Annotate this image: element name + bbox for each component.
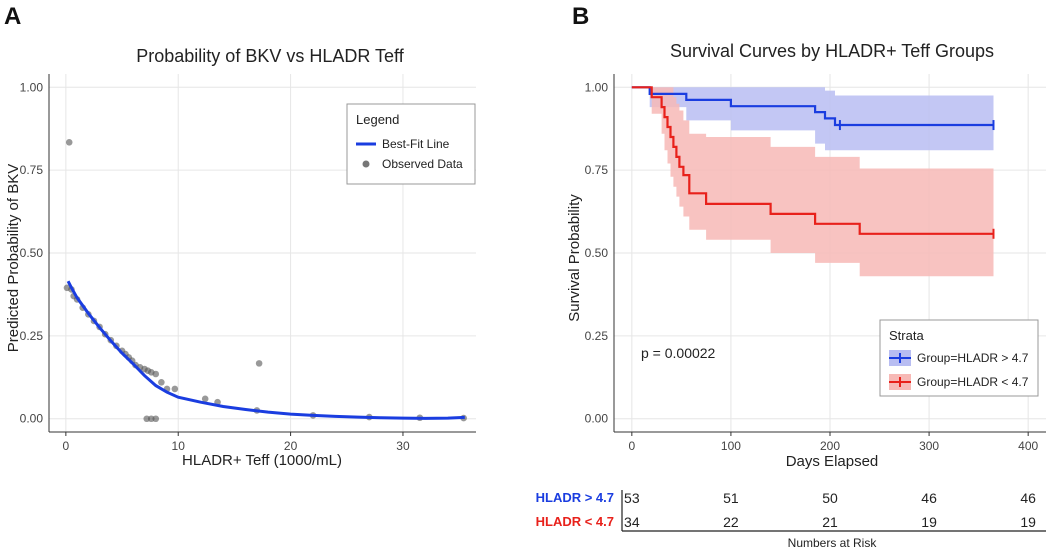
panel-b-y-tick-label: 0.50 <box>585 246 609 260</box>
risk-cell: 51 <box>723 490 739 506</box>
legend-observed-label: Observed Data <box>382 157 463 171</box>
risk-cell: 34 <box>624 514 640 530</box>
risk-cell: 19 <box>921 514 937 530</box>
risk-row-low-label: HLADR < 4.7 <box>536 514 614 529</box>
observed-point <box>65 138 73 146</box>
risk-cell: 46 <box>1020 490 1036 506</box>
risk-row-high-label: HLADR > 4.7 <box>536 490 614 505</box>
panel-a-x-tick-label: 0 <box>63 439 70 453</box>
panel-b-x-tick-label: 100 <box>721 439 741 453</box>
panel-a-y-tick-label: 1.00 <box>20 80 44 94</box>
risk-cell: 53 <box>624 490 640 506</box>
legend-best-fit-label: Best-Fit Line <box>382 137 450 151</box>
legend-low-group-label: Group=HLADR < 4.7 <box>917 375 1029 389</box>
legend-high-group-label: Group=HLADR > 4.7 <box>917 351 1029 365</box>
panel-b-y-label: Survival Probability <box>566 194 583 322</box>
risk-cell: 22 <box>723 514 739 530</box>
observed-point <box>201 395 209 403</box>
observed-point <box>255 360 263 367</box>
panel-b-x-tick-label: 400 <box>1018 439 1038 453</box>
confidence-band-series-0 <box>631 87 994 151</box>
panel-b-chart: Survival Curves by HLADR+ Teff Groups 0.… <box>536 41 1046 550</box>
panel-a-y-tick-label: 0.25 <box>20 329 44 343</box>
panel-a-chart: Probability of BKV vs HLADR Teff 0.00 0.2… <box>5 46 476 469</box>
panel-b-x-tick-label: 200 <box>820 439 840 453</box>
numbers-at-risk-table: HLADR > 4.7 HLADR < 4.7 53 51 50 46 46 34 22 21… <box>536 490 1046 550</box>
panel-letter-b: B <box>572 3 589 30</box>
panel-a-gridlines <box>49 74 476 432</box>
risk-cell: 21 <box>822 514 838 530</box>
observed-point <box>158 378 165 386</box>
panel-b-x-tick-label: 300 <box>919 439 939 453</box>
risk-cell: 46 <box>921 490 937 506</box>
panel-b-y-tick-label: 0.25 <box>585 329 609 343</box>
panel-a-x-tick-label: 10 <box>172 439 186 453</box>
observed-point <box>152 415 160 423</box>
panel-a-ticks: 0.00 0.25 0.50 0.75 1.00 0 10 20 30 <box>20 80 410 453</box>
panel-b-legend-title: Strata <box>889 328 924 343</box>
panel-b-title: Survival Curves by HLADR+ Teff Groups <box>670 41 994 61</box>
panel-letter-a: A <box>4 3 21 30</box>
survival-curve-series-0 <box>631 86 994 127</box>
legend-point-swatch <box>362 160 370 168</box>
panel-b-x-tick-label: 0 <box>628 439 635 453</box>
panel-a-best-fit-line <box>66 280 465 420</box>
risk-table-cells: 53 51 50 46 46 34 22 21 19 19 <box>624 490 1036 530</box>
panel-a-legend-title: Legend <box>356 112 399 127</box>
observed-point <box>171 385 179 393</box>
panel-a-y-tick-label: 0.50 <box>20 246 44 260</box>
risk-cell: 19 <box>1020 514 1036 530</box>
panel-b-legend: Strata Group=HLADR > 4.7 Group=HLADR < 4… <box>879 319 1039 397</box>
panel-b-confidence-bands <box>631 87 994 282</box>
panel-a-x-tick-label: 20 <box>284 439 298 453</box>
risk-table-title: Numbers at Risk <box>788 536 878 550</box>
panel-b-survival-lines <box>631 86 995 239</box>
panel-a-legend: Legend Best-Fit Line Observed Data <box>346 103 476 185</box>
panel-b-x-label: Days Elapsed <box>786 453 879 470</box>
panel-a-y-label: Predicted Probability of BKV <box>5 164 22 352</box>
observed-point <box>152 370 160 378</box>
panel-a-x-label: HLADR+ Teff (1000/mL) <box>182 452 342 469</box>
panel-a-x-tick-label: 30 <box>396 439 410 453</box>
panel-b-ticks: 0.00 0.25 0.50 0.75 1.00 0 100 200 300 400 <box>585 80 1039 453</box>
risk-cell: 50 <box>822 490 838 506</box>
panel-b-y-tick-label: 1.00 <box>585 80 609 94</box>
panel-a-title: Probability of BKV vs HLADR Teff <box>136 46 404 66</box>
p-value-annotation: p = 0.00022 <box>641 345 716 361</box>
panel-b-y-tick-label: 0.75 <box>585 163 609 177</box>
survival-curve-series-1 <box>631 86 994 235</box>
panel-b-y-tick-label: 0.00 <box>585 412 609 426</box>
panel-a-y-tick-label: 0.00 <box>20 412 44 426</box>
panel-a-y-tick-label: 0.75 <box>20 163 44 177</box>
